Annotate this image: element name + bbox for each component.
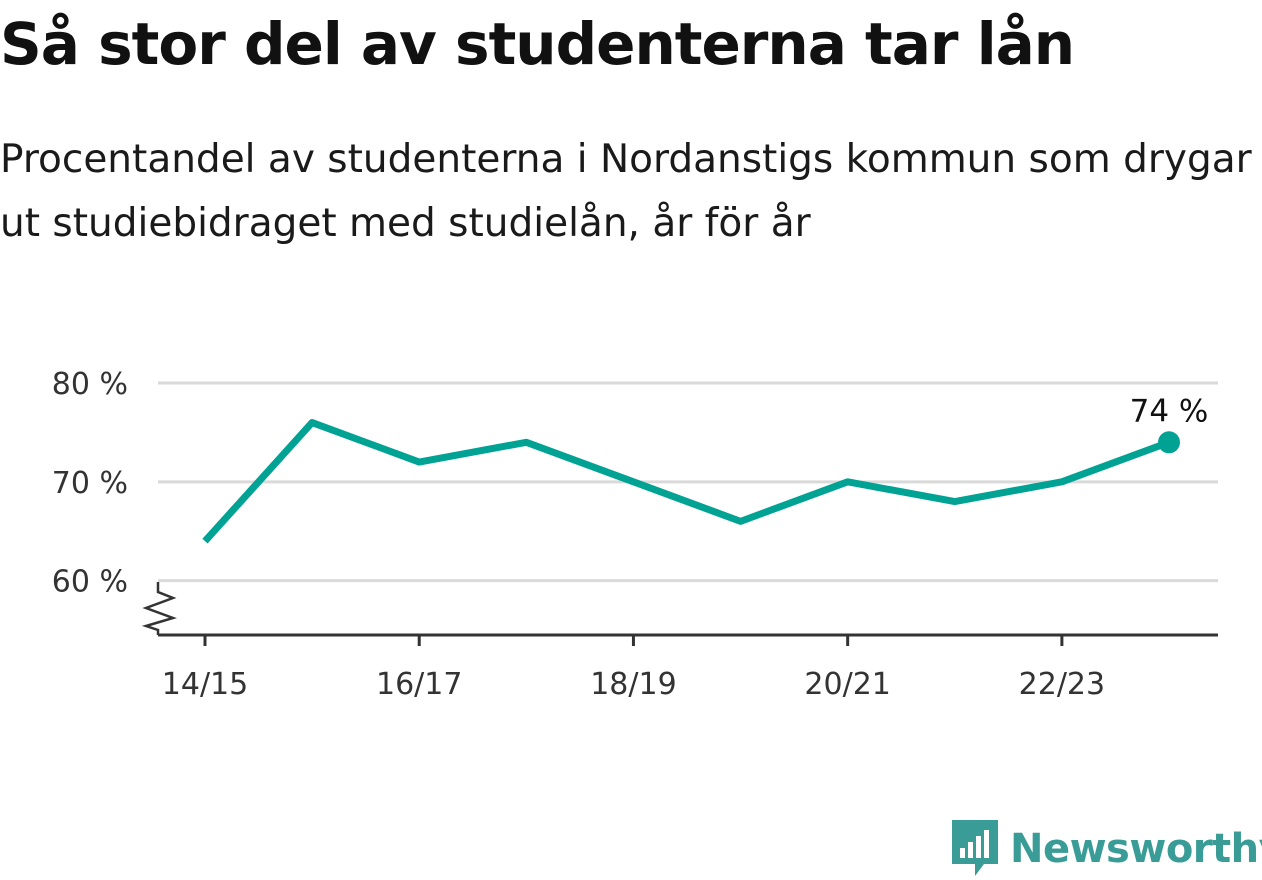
data-points: [1158, 431, 1180, 454]
last-data-point: [1158, 431, 1180, 454]
x-axis: [141, 582, 1218, 637]
newsworthy-logo: Newsworthy: [950, 818, 1262, 880]
x-tick-label: 14/15: [162, 667, 248, 702]
x-axis-ticks: 14/15 16/17 18/19 20/21 22/23: [162, 635, 1105, 702]
x-tick-label: 18/19: [590, 667, 676, 702]
y-axis-ticks: 60 % 70 % 80 %: [52, 367, 128, 600]
axis-break-icon: [141, 582, 177, 635]
x-tick-label: 20/21: [804, 667, 890, 702]
brand-name: Newsworthy: [1010, 826, 1262, 872]
y-tick-label: 80 %: [52, 367, 128, 402]
series-line: [202, 419, 1171, 544]
x-tick-label: 16/17: [376, 667, 462, 702]
last-value-label: 74 %: [1130, 393, 1209, 429]
x-tick-label: 22/23: [1019, 667, 1105, 702]
chart-title: Så stor del av studenterna tar lån: [0, 10, 1075, 78]
chart-subtitle: Procentandel av studenterna i Nordanstig…: [0, 137, 1252, 246]
newsworthy-logo-icon: [952, 820, 998, 876]
gridlines: [158, 381, 1218, 583]
y-tick-label: 70 %: [52, 466, 128, 501]
y-tick-label: 60 %: [52, 565, 128, 600]
